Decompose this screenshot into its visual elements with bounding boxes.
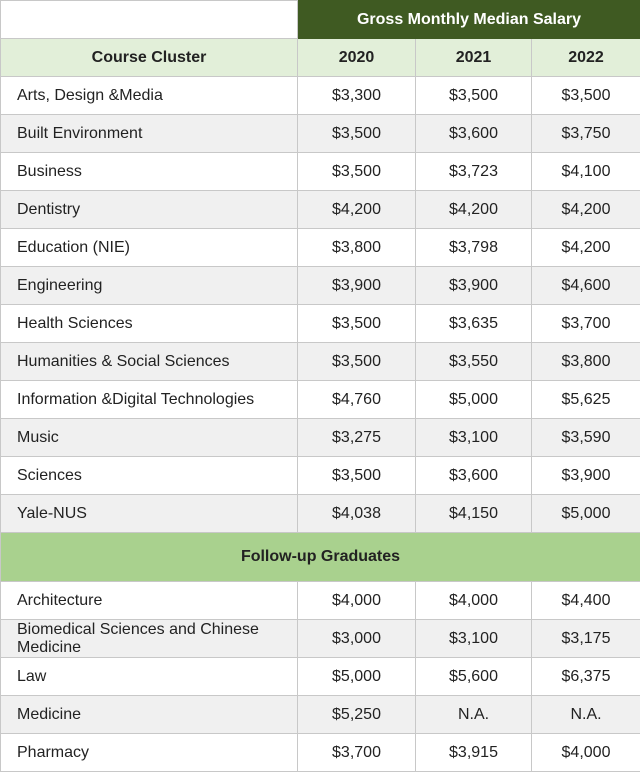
year-2021-header: 2021 xyxy=(415,38,532,77)
value-2022-cell: $5,625 xyxy=(530,380,640,419)
gross-monthly-median-salary-header: Gross Monthly Median Salary xyxy=(296,0,640,39)
table-row: Yale-NUS $4,038 $4,150 $5,000 xyxy=(0,494,640,533)
value-2021-cell: $3,900 xyxy=(415,266,532,305)
table-row: Sciences $3,500 $3,600 $3,900 xyxy=(0,456,640,495)
value-2020-cell: $3,800 xyxy=(297,228,416,267)
value-2020-cell: $4,038 xyxy=(297,494,416,533)
value-2020-cell: $3,500 xyxy=(297,456,416,495)
table-row: Dentistry $4,200 $4,200 $4,200 xyxy=(0,190,640,229)
course-name-cell: Built Environment xyxy=(0,114,298,153)
value-2020-cell: $3,300 xyxy=(297,76,416,115)
value-2020-cell: $5,250 xyxy=(297,695,416,734)
course-cluster-rows: Arts, Design &Media $3,300 $3,500 $3,500 Bui… xyxy=(0,76,640,533)
value-2022-cell: $5,000 xyxy=(530,494,640,533)
value-2022-cell: $4,600 xyxy=(530,266,640,305)
table-row: Biomedical Sciences and Chinese Medicine… xyxy=(0,619,640,658)
value-2021-cell: $5,000 xyxy=(415,380,532,419)
value-2020-cell: $3,275 xyxy=(297,418,416,457)
value-2022-cell: $3,800 xyxy=(530,342,640,381)
value-2021-cell: $3,600 xyxy=(415,456,532,495)
column-header-row: Course Cluster 2020 2021 2022 xyxy=(0,38,640,77)
course-name-cell: Music xyxy=(0,418,298,457)
value-2020-cell: $3,500 xyxy=(297,114,416,153)
value-2021-cell: $3,723 xyxy=(415,152,532,191)
value-2021-cell: $3,915 xyxy=(415,733,532,772)
value-2021-cell: $4,150 xyxy=(415,494,532,533)
course-name-cell: Information &Digital Technologies xyxy=(0,380,298,419)
table-row: Pharmacy $3,700 $3,915 $4,000 xyxy=(0,733,640,772)
course-name-cell: Yale-NUS xyxy=(0,494,298,533)
table-row: Architecture $4,000 $4,000 $4,400 xyxy=(0,581,640,620)
value-2022-cell: $6,375 xyxy=(530,657,640,696)
blank-corner-cell xyxy=(0,0,298,39)
value-2022-cell: $4,400 xyxy=(530,581,640,620)
course-name-cell: Education (NIE) xyxy=(0,228,298,267)
value-2022-cell: $3,500 xyxy=(530,76,640,115)
value-2020-cell: $3,500 xyxy=(297,152,416,191)
table-row: Health Sciences $3,500 $3,635 $3,700 xyxy=(0,304,640,343)
course-name-cell: Law xyxy=(0,657,298,696)
followup-section: Follow-up Graduates xyxy=(0,532,640,582)
value-2022-cell: $4,100 xyxy=(530,152,640,191)
value-2021-cell: $4,000 xyxy=(415,581,532,620)
value-2021-cell: $3,798 xyxy=(415,228,532,267)
course-name-cell: Engineering xyxy=(0,266,298,305)
group-header-row: Gross Monthly Median Salary xyxy=(0,0,640,39)
course-name-cell: Biomedical Sciences and Chinese Medicine xyxy=(0,619,298,658)
value-2020-cell: $4,000 xyxy=(297,581,416,620)
value-2020-cell: $5,000 xyxy=(297,657,416,696)
value-2022-cell: $3,700 xyxy=(530,304,640,343)
value-2020-cell: $3,700 xyxy=(297,733,416,772)
table-row: Law $5,000 $5,600 $6,375 xyxy=(0,657,640,696)
course-name-cell: Architecture xyxy=(0,581,298,620)
value-2021-cell: $4,200 xyxy=(415,190,532,229)
value-2020-cell: $3,500 xyxy=(297,342,416,381)
table-row: Arts, Design &Media $3,300 $3,500 $3,500 xyxy=(0,76,640,115)
course-cluster-header: Course Cluster xyxy=(0,38,298,77)
course-name-cell: Sciences xyxy=(0,456,298,495)
table-row: Education (NIE) $3,800 $3,798 $4,200 xyxy=(0,228,640,267)
table-row: Engineering $3,900 $3,900 $4,600 xyxy=(0,266,640,305)
value-2022-cell: $4,000 xyxy=(530,733,640,772)
value-2020-cell: $3,000 xyxy=(297,619,416,658)
table-row: Business $3,500 $3,723 $4,100 xyxy=(0,152,640,191)
value-2021-cell: $3,100 xyxy=(415,619,532,658)
course-name-cell: Pharmacy xyxy=(0,733,298,772)
course-name-cell: Health Sciences xyxy=(0,304,298,343)
value-2020-cell: $4,760 xyxy=(297,380,416,419)
course-name-cell: Business xyxy=(0,152,298,191)
course-name-cell: Dentistry xyxy=(0,190,298,229)
value-2022-cell: $3,590 xyxy=(530,418,640,457)
year-2022-header: 2022 xyxy=(530,38,640,77)
table-row: Music $3,275 $3,100 $3,590 xyxy=(0,418,640,457)
value-2020-cell: $4,200 xyxy=(297,190,416,229)
value-2021-cell: $3,500 xyxy=(415,76,532,115)
followup-header-row: Follow-up Graduates xyxy=(0,532,640,582)
table-row: Humanities & Social Sciences $3,500 $3,550… xyxy=(0,342,640,381)
table-row: Medicine $5,250 N.A. N.A. xyxy=(0,695,640,734)
table-row: Information &Digital Technologies $4,760 $… xyxy=(0,380,640,419)
table-row: Built Environment $3,500 $3,600 $3,750 xyxy=(0,114,640,153)
year-2020-header: 2020 xyxy=(297,38,416,77)
course-name-cell: Humanities & Social Sciences xyxy=(0,342,298,381)
value-2022-cell: $4,200 xyxy=(530,190,640,229)
value-2020-cell: $3,900 xyxy=(297,266,416,305)
value-2022-cell: $3,175 xyxy=(530,619,640,658)
followup-graduates-header: Follow-up Graduates xyxy=(0,532,640,582)
value-2022-cell: N.A. xyxy=(530,695,640,734)
value-2021-cell: $3,600 xyxy=(415,114,532,153)
value-2020-cell: $3,500 xyxy=(297,304,416,343)
course-name-cell: Arts, Design &Media xyxy=(0,76,298,115)
value-2021-cell: $3,635 xyxy=(415,304,532,343)
value-2021-cell: $3,550 xyxy=(415,342,532,381)
course-name-cell: Medicine xyxy=(0,695,298,734)
followup-rows: Architecture $4,000 $4,000 $4,400 Biomedical… xyxy=(0,581,640,772)
value-2022-cell: $3,750 xyxy=(530,114,640,153)
value-2021-cell: $3,100 xyxy=(415,418,532,457)
value-2022-cell: $3,900 xyxy=(530,456,640,495)
value-2021-cell: $5,600 xyxy=(415,657,532,696)
value-2021-cell: N.A. xyxy=(415,695,532,734)
value-2022-cell: $4,200 xyxy=(530,228,640,267)
